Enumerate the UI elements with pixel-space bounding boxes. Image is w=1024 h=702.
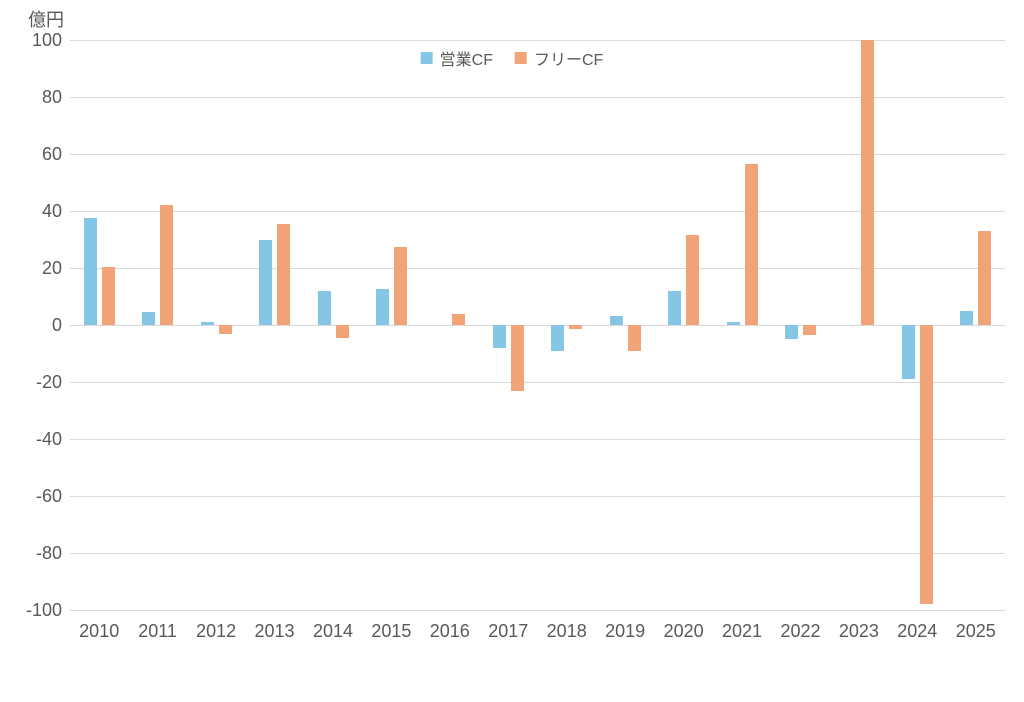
y-tick-label--80: -80 (35, 543, 62, 563)
y-tick-label-40: 40 (41, 201, 62, 221)
bar-operating-cf-2020 (668, 290, 682, 325)
y-tick-label-0: 0 (51, 315, 62, 335)
x-tick-label-2013: 2013 (254, 621, 295, 641)
x-tick-label-2025: 2025 (955, 621, 996, 641)
bar-free-cf-2024 (919, 325, 933, 605)
bar-operating-cf-2013 (259, 239, 272, 325)
x-tick-label-2014: 2014 (312, 621, 354, 641)
bar-free-cf-2019 (627, 325, 641, 351)
x-tick-label-2010: 2010 (79, 621, 120, 641)
legend-item-free-cf: フリーCF (515, 46, 603, 70)
bar-free-cf-2013 (277, 223, 290, 325)
gridline--60 (70, 496, 1005, 497)
bar-operating-cf-2019 (609, 316, 623, 325)
bar-operating-cf-2024 (901, 325, 915, 380)
bar-free-cf-2022 (803, 325, 816, 335)
x-tick-label-2018: 2018 (546, 621, 587, 641)
bar-free-cf-2021 (744, 164, 758, 325)
legend-label-operating-cf: 営業CF (439, 52, 493, 69)
bar-operating-cf-2021 (726, 322, 740, 325)
x-tick-label-2023: 2023 (838, 621, 879, 641)
bar-operating-cf-2015 (375, 289, 389, 325)
bar-free-cf-2025 (978, 230, 992, 325)
bar-free-cf-2014 (335, 325, 349, 338)
legend-swatch-free-cf (515, 52, 527, 64)
y-tick-label-100: 100 (31, 30, 62, 50)
bar-operating-cf-2014 (317, 290, 331, 325)
legend-swatch-operating-cf (420, 52, 433, 64)
y-tick-label--40: -40 (35, 429, 62, 449)
bar-free-cf-2023 (861, 40, 875, 325)
gridline-80 (70, 97, 1005, 98)
x-tick-label-2020: 2020 (663, 621, 704, 641)
x-tick-label-2011: 2011 (138, 621, 177, 641)
legend: 営業CF フリーCF (420, 46, 603, 70)
bar-free-cf-2018 (569, 325, 583, 330)
bar-free-cf-2020 (686, 235, 700, 325)
x-tick-label-2017: 2017 (488, 621, 529, 641)
bar-operating-cf-2022 (785, 325, 798, 340)
y-tick-label--60: -60 (35, 486, 62, 506)
bar-operating-cf-2010 (83, 218, 97, 325)
y-tick-label--100: -100 (25, 600, 62, 620)
x-tick-label-2015: 2015 (371, 621, 412, 641)
gridline-0 (70, 325, 1005, 326)
gridline-20 (70, 268, 1005, 269)
y-axis-unit-label: 億円 (28, 10, 64, 30)
x-tick-label-2024: 2024 (897, 621, 938, 641)
x-tick-label-2012: 2012 (196, 621, 237, 641)
bar-free-cf-2017 (510, 325, 524, 391)
gridline-60 (70, 154, 1005, 155)
gridline-40 (70, 211, 1005, 212)
legend-label-free-cf: フリーCF (534, 52, 604, 69)
y-tick-label-80: 80 (41, 87, 62, 107)
legend-item-operating-cf: 営業CF (420, 46, 493, 70)
bar-operating-cf-2018 (551, 325, 565, 351)
gridline--100 (70, 610, 1005, 611)
bar-free-cf-2012 (218, 325, 232, 334)
gridline--20 (70, 382, 1005, 383)
y-tick-label-20: 20 (41, 258, 62, 278)
y-tick-label-60: 60 (41, 144, 62, 164)
x-tick-label-2022: 2022 (780, 621, 821, 641)
bar-free-cf-2010 (101, 266, 115, 325)
x-tick-label-2019: 2019 (605, 621, 646, 641)
x-tick-label-2021: 2021 (721, 621, 763, 641)
x-tick-label-2016: 2016 (429, 621, 470, 641)
y-tick-label--20: -20 (35, 372, 62, 392)
gridline-100 (70, 40, 1005, 41)
bar-free-cf-2016 (452, 313, 466, 325)
bar-free-cf-2011 (160, 205, 174, 325)
gridline--80 (70, 553, 1005, 554)
bar-operating-cf-2025 (960, 310, 974, 326)
bar-operating-cf-2011 (142, 312, 156, 325)
bar-operating-cf-2017 (492, 325, 506, 348)
bar-operating-cf-2012 (200, 322, 214, 325)
gridline--40 (70, 439, 1005, 440)
plot-area (70, 40, 1005, 611)
bar-free-cf-2015 (393, 246, 407, 325)
